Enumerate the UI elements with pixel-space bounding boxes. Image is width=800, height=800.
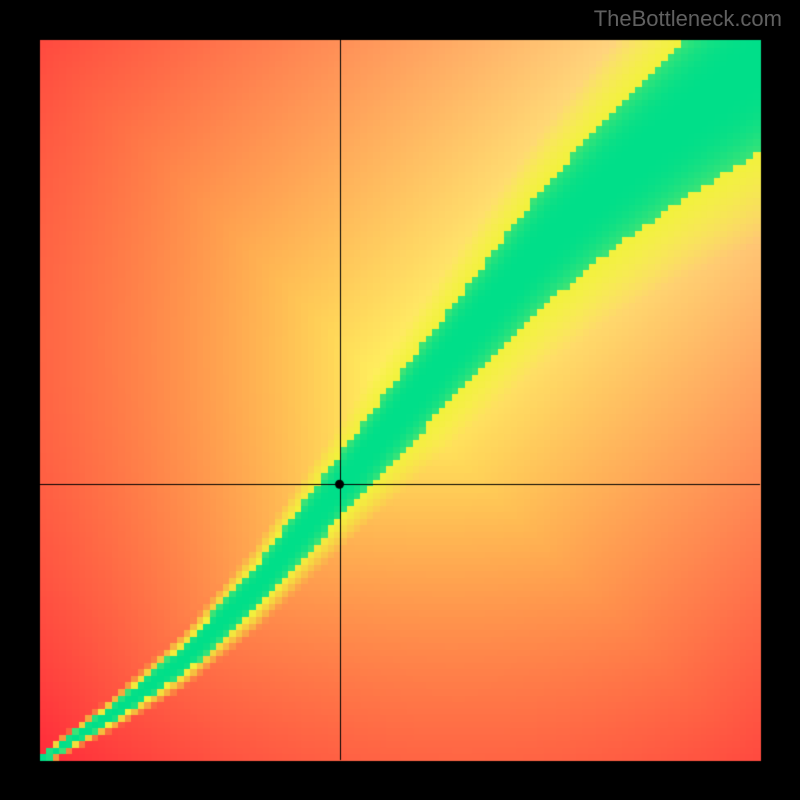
watermark-text: TheBottleneck.com bbox=[594, 6, 782, 32]
chart-container: TheBottleneck.com bbox=[0, 0, 800, 800]
heatmap-canvas bbox=[0, 0, 800, 800]
